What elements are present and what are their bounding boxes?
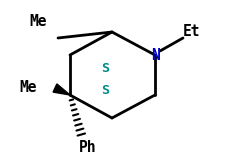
Text: N: N [151,49,159,64]
Text: Ph: Ph [79,141,97,156]
Text: S: S [101,61,109,74]
Text: Et: Et [182,24,200,39]
Polygon shape [53,84,70,95]
Text: Me: Me [29,15,47,30]
Text: S: S [101,83,109,96]
Text: Me: Me [19,81,37,96]
